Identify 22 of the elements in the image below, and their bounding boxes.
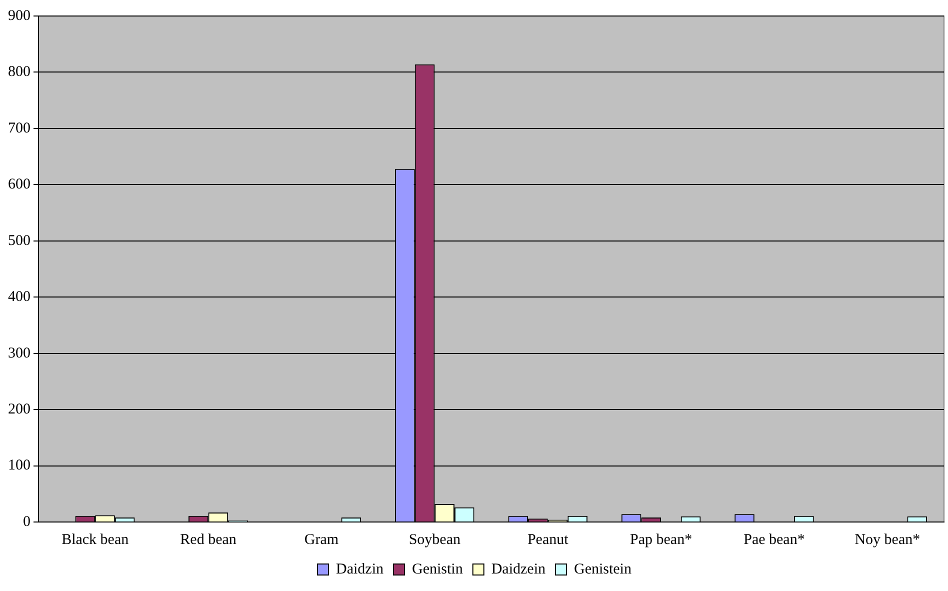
y-tick-label: 100 <box>8 458 30 474</box>
legend-label: Daidzin <box>336 561 384 578</box>
legend-label: Daidzein <box>491 561 546 578</box>
x-tick-label: Red bean <box>180 532 237 548</box>
y-tick-label: 500 <box>8 232 30 249</box>
y-tick-label: 900 <box>8 8 30 24</box>
y-tick-label: 800 <box>8 64 30 80</box>
x-tick-label: Pae bean* <box>744 532 805 548</box>
y-tick-label: 700 <box>8 120 30 136</box>
x-tick-label: Pap bean* <box>630 532 692 548</box>
y-tick-label: 600 <box>8 176 30 193</box>
y-tick-label: 400 <box>8 289 30 306</box>
x-tick-label: Gram <box>304 532 339 548</box>
x-tick-label: Black bean <box>62 532 130 548</box>
x-tick-label: Noy bean* <box>854 532 920 548</box>
x-tick-label: Peanut <box>527 532 570 548</box>
y-tick-label: 200 <box>8 401 30 418</box>
legend-label: Genistin <box>412 561 464 578</box>
x-tick-label: Soybean <box>408 532 461 548</box>
y-tick-label: 0 <box>23 514 30 530</box>
legend-label: Genistein <box>574 561 632 578</box>
y-tick-label: 300 <box>8 345 30 362</box>
